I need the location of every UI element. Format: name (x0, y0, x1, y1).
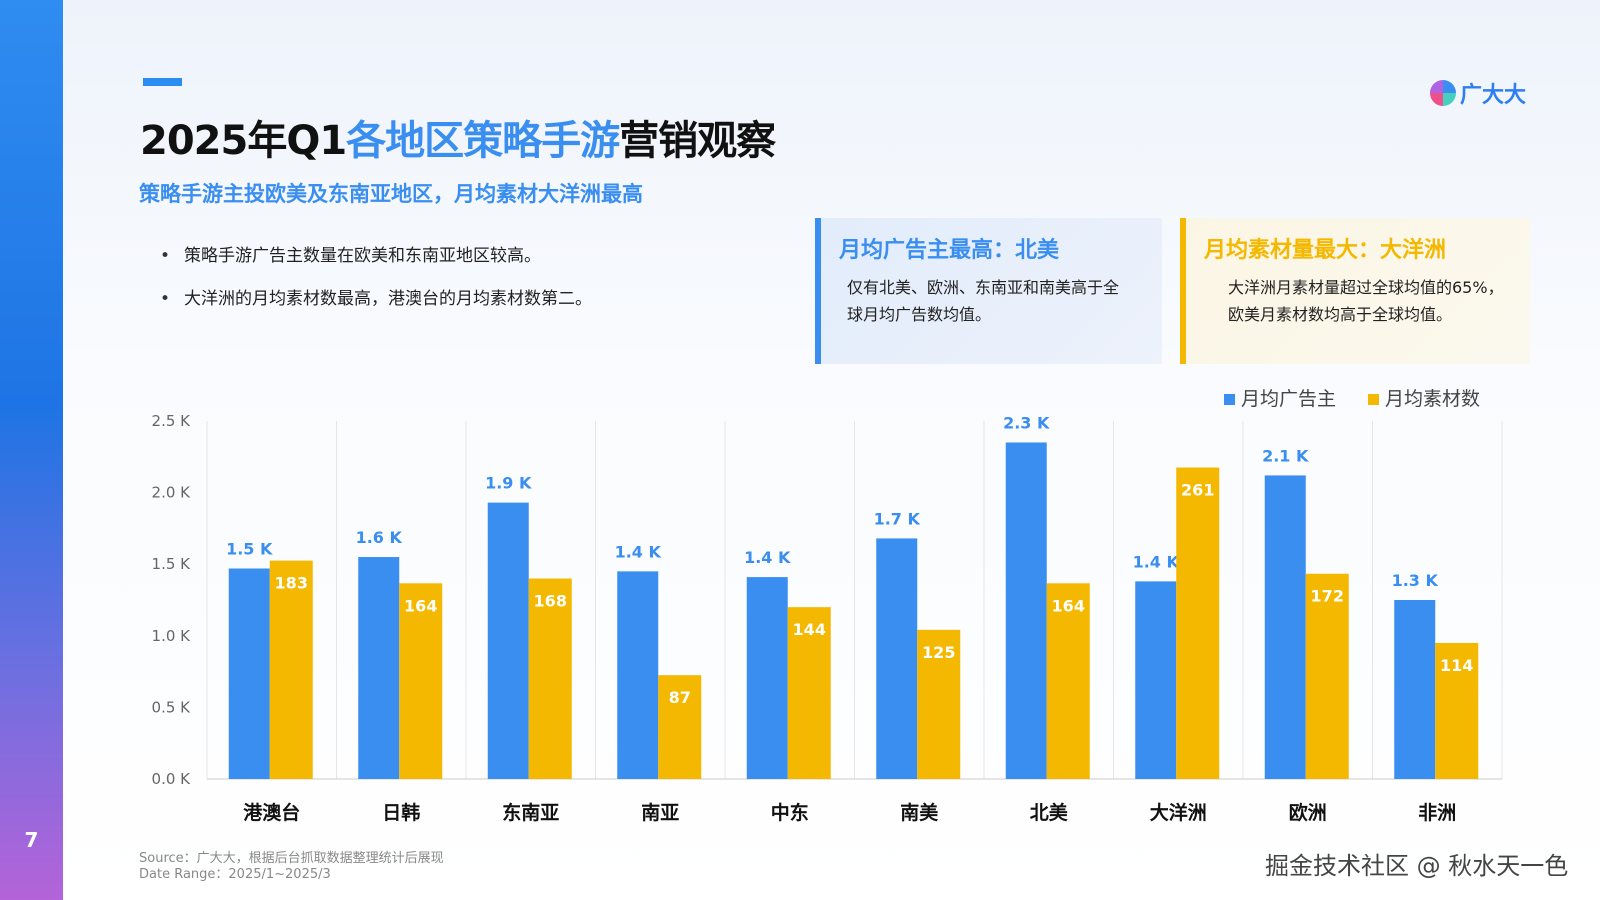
bar-materials (528, 578, 572, 779)
source-text: Source：广大大，根据后台抓取数据整理统计后展现 (139, 851, 444, 866)
y-tick-label: 2.0 K (152, 484, 192, 502)
legend-swatch (1224, 394, 1235, 405)
y-tick-label: 0.5 K (152, 698, 192, 716)
card-text: 大洋洲月素材量超过全球均值的65%， 欧美月素材数均高于全球均值。 (1204, 274, 1512, 328)
x-category-label: 日韩 (382, 801, 420, 824)
bar-advertisers (228, 568, 270, 779)
chart-legend: 月均广告主 月均素材数 (1224, 384, 1480, 411)
data-label-materials: 164 (404, 596, 437, 615)
bar-advertisers (1135, 581, 1177, 779)
y-tick-label: 1.5 K (152, 555, 192, 573)
card-title: 月均素材量最大：大洋洲 (1204, 238, 1447, 263)
legend-label: 月均素材数 (1385, 388, 1481, 410)
bullet-item: 策略手游广告主数量在欧美和东南亚地区较高。 (160, 241, 592, 266)
x-category-label: 南美 (900, 801, 939, 824)
y-tick-label: 2.5 K (152, 412, 192, 430)
data-label-advertisers: 1.4 K (1133, 552, 1180, 571)
data-label-materials: 87 (669, 688, 691, 707)
y-tick-label: 0.0 K (152, 770, 192, 788)
bar-materials (658, 675, 702, 779)
bar-materials (269, 560, 313, 779)
legend-item-materials: 月均素材数 (1368, 384, 1480, 411)
insight-card-advertisers: 月均广告主最高：北美 仅有北美、欧洲、东南亚和南美高于全 球月均广告数均值。 (815, 218, 1162, 364)
bar-advertisers (617, 571, 659, 779)
data-label-materials: 125 (922, 643, 955, 662)
source-note: Source：广大大，根据后台抓取数据整理统计后展现 Date Range：202… (139, 851, 444, 883)
bar-advertisers (746, 577, 788, 779)
data-label-materials: 168 (534, 592, 567, 611)
bar-advertisers (487, 502, 529, 779)
card-title: 月均广告主最高：北美 (839, 238, 1060, 263)
x-category-label: 非洲 (1418, 802, 1456, 824)
legend-label: 月均广告主 (1241, 388, 1337, 410)
data-label-materials: 183 (275, 574, 308, 593)
bar-advertisers (1264, 475, 1306, 779)
data-label-materials: 144 (793, 620, 826, 639)
data-label-materials: 172 (1311, 587, 1344, 606)
bar-materials (1305, 573, 1349, 779)
title-accent-bar (143, 78, 182, 86)
bullet-item: 大洋洲的月均素材数最高，港澳台的月均素材数第二。 (160, 284, 592, 309)
data-label-advertisers: 1.7 K (874, 509, 921, 528)
card-line: 欧美月素材数均高于全球均值。 (1228, 305, 1453, 324)
watermark: 掘金技术社区 @ 秋水天一色 (1265, 852, 1569, 880)
bar-materials (917, 629, 961, 779)
page-subtitle: 策略手游主投欧美及东南亚地区，月均素材大洋洲最高 (139, 182, 643, 206)
page-title: 2025年Q1各地区策略手游营销观察 (140, 108, 776, 166)
data-label-advertisers: 1.6 K (356, 528, 403, 547)
x-category-label: 中东 (771, 801, 809, 824)
logo: 广大大 (1430, 77, 1526, 109)
data-label-advertisers: 1.4 K (615, 542, 662, 561)
page-number: 7 (24, 828, 39, 852)
bar-advertisers (876, 538, 918, 779)
card-text: 仅有北美、欧洲、东南亚和南美高于全 球月均广告数均值。 (839, 274, 1144, 328)
logo-text: 广大大 (1460, 83, 1527, 108)
bar-materials (399, 583, 443, 779)
data-label-materials: 114 (1440, 656, 1473, 675)
data-label-advertisers: 1.4 K (744, 548, 791, 567)
title-part1: 2025年Q1 (140, 118, 347, 164)
data-label-advertisers: 1.3 K (1392, 571, 1439, 590)
data-label-advertisers: 1.9 K (485, 474, 532, 493)
bar-materials (787, 607, 831, 779)
card-line: 仅有北美、欧洲、东南亚和南美高于全 (847, 278, 1120, 297)
x-category-label: 北美 (1030, 801, 1069, 824)
bar-materials (1046, 583, 1090, 779)
data-label-materials: 164 (1052, 596, 1085, 615)
data-label-materials: 261 (1181, 481, 1214, 500)
y-tick-label: 1.0 K (152, 627, 192, 645)
x-category-label: 港澳台 (243, 801, 300, 824)
bullet-list: 策略手游广告主数量在欧美和东南亚地区较高。 大洋洲的月均素材数最高，港澳台的月均… (160, 241, 592, 327)
bar-materials (1435, 642, 1479, 779)
x-category-label: 东南亚 (502, 801, 559, 824)
date-range-text: Date Range：2025/1~2025/3 (139, 867, 331, 882)
bar-advertisers (358, 557, 400, 779)
bar-advertisers (1394, 600, 1436, 779)
legend-item-advertisers: 月均广告主 (1224, 384, 1336, 411)
insight-card-materials: 月均素材量最大：大洋洲 大洋洲月素材量超过全球均值的65%， 欧美月素材数均高于全… (1180, 218, 1530, 364)
bar-materials (1176, 467, 1220, 779)
x-category-label: 大洋洲 (1150, 801, 1207, 824)
title-part3: 营销观察 (619, 118, 776, 164)
logo-icon (1430, 80, 1456, 106)
card-line: 大洋洲月素材量超过全球均值的65%， (1228, 278, 1504, 297)
x-category-label: 欧洲 (1289, 801, 1327, 824)
title-part2: 各地区策略手游 (346, 118, 620, 164)
data-label-advertisers: 2.3 K (1003, 413, 1050, 432)
legend-swatch (1368, 394, 1380, 405)
sidebar (0, 0, 63, 900)
data-label-advertisers: 1.5 K (226, 539, 273, 558)
bar-advertisers (1005, 442, 1047, 779)
x-category-label: 南亚 (641, 802, 679, 824)
card-line: 球月均广告数均值。 (847, 305, 992, 324)
data-label-advertisers: 2.1 K (1262, 446, 1309, 465)
